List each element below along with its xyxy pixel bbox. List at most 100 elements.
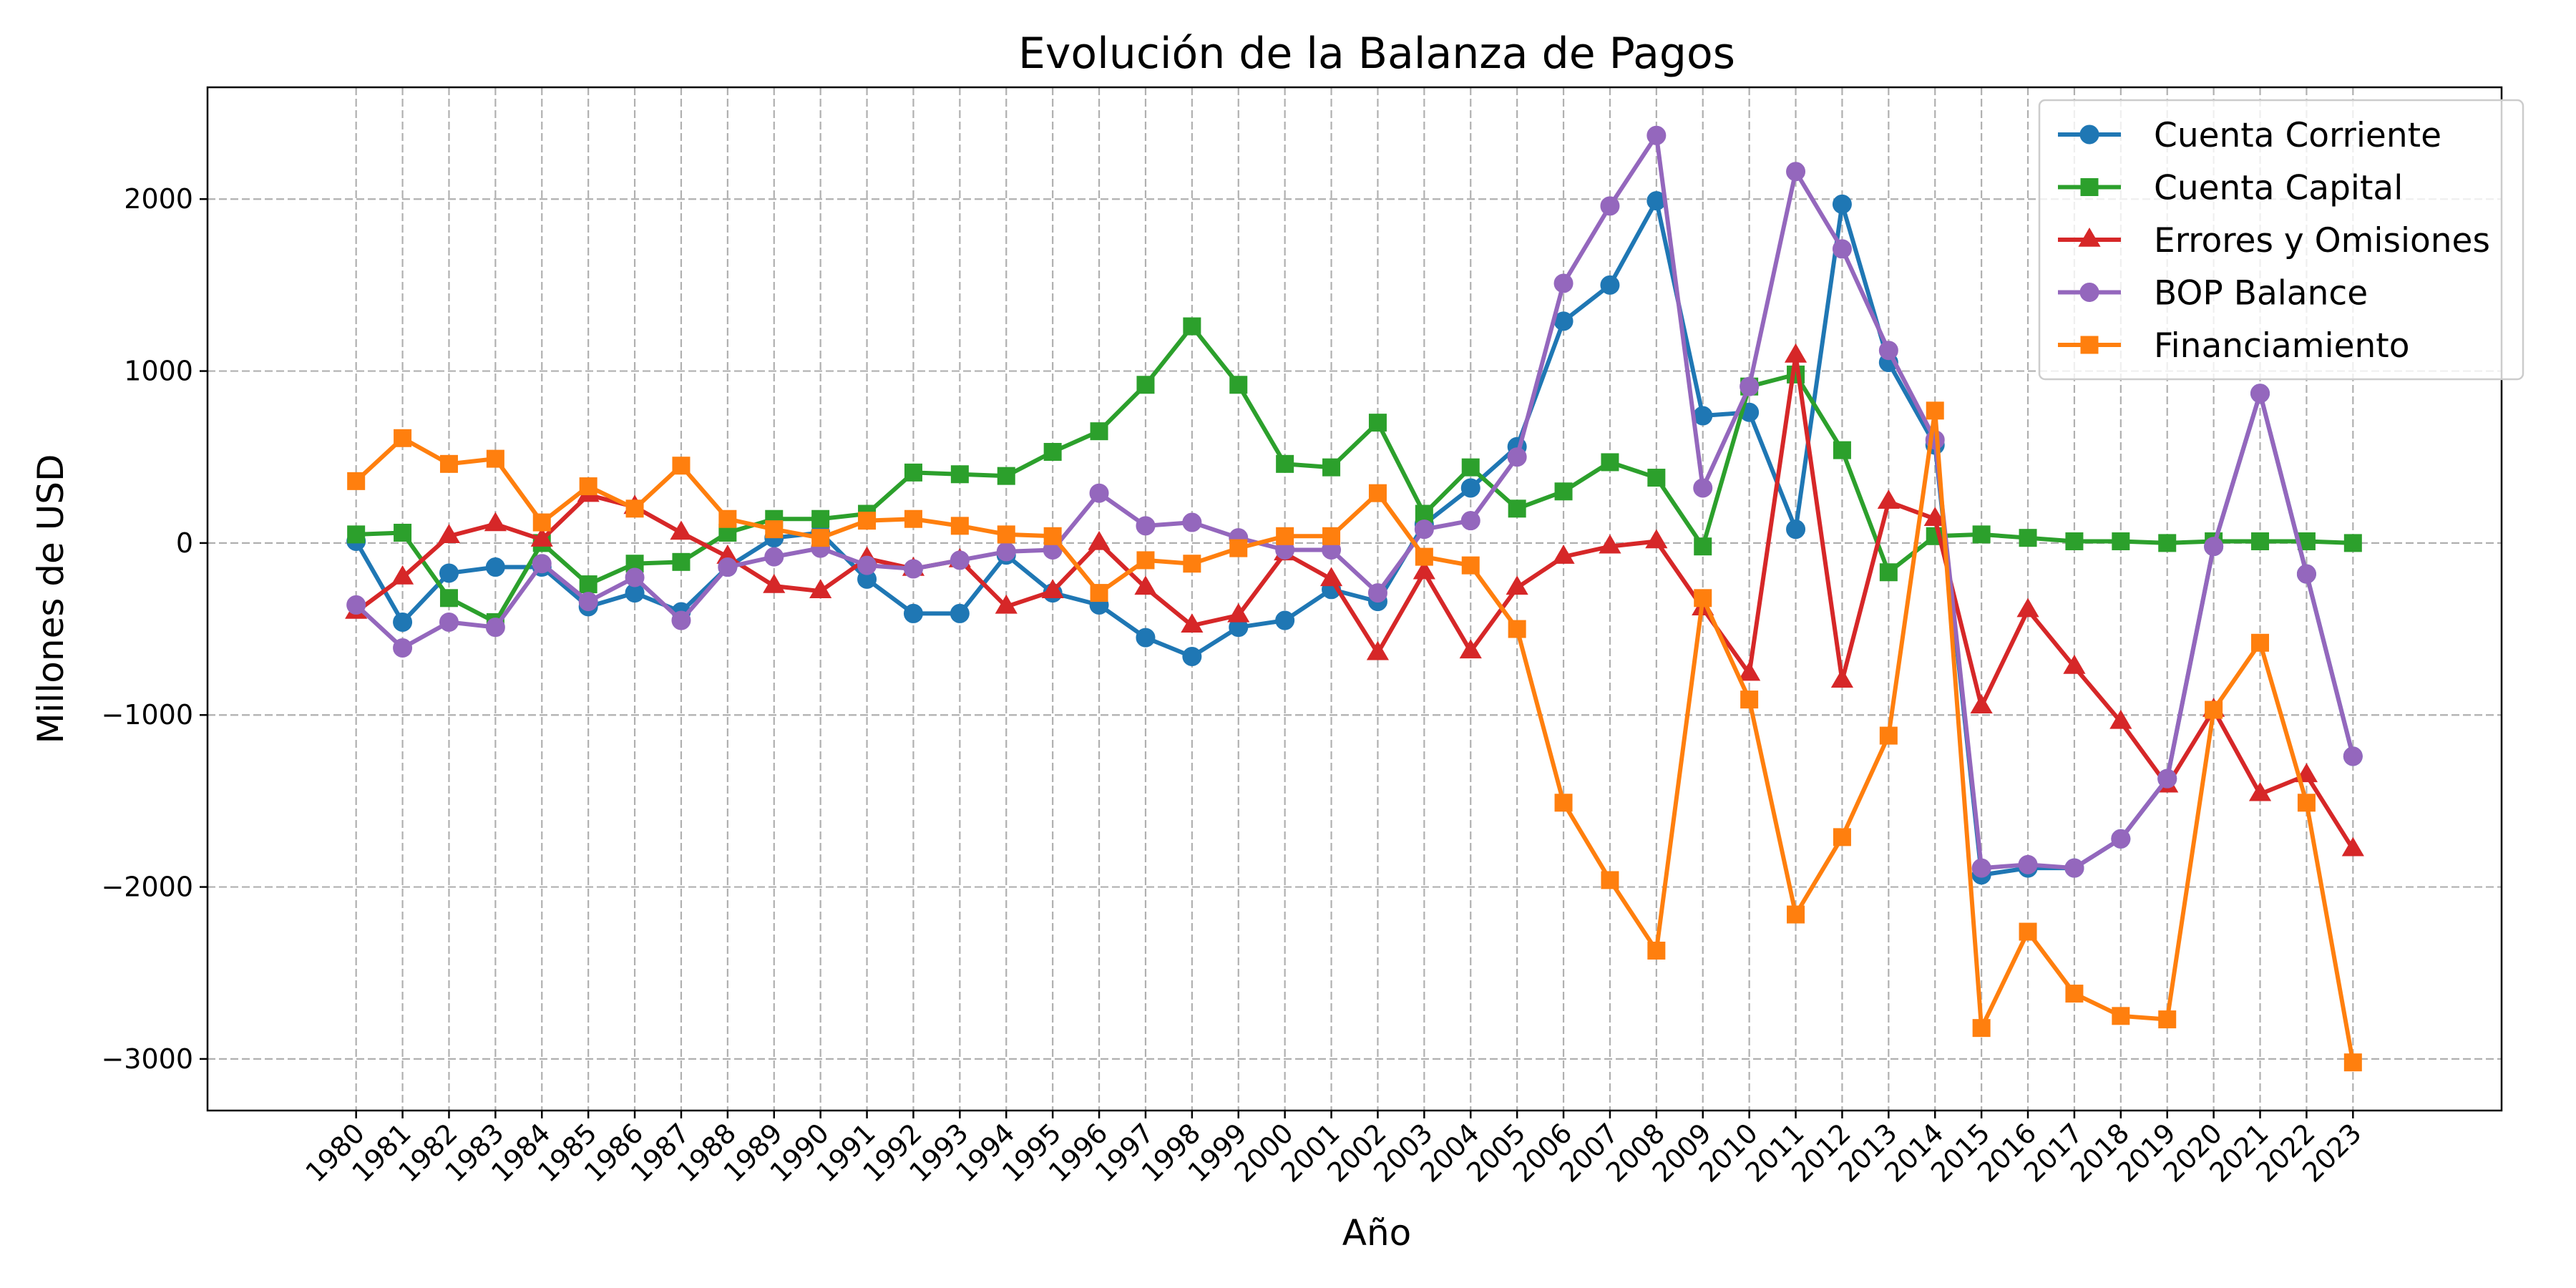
data-point [1043,443,1062,462]
legend-item: Cuenta Capital [2058,169,2403,208]
data-point [1601,871,1619,889]
data-point [1276,454,1294,473]
legend-label: Cuenta Capital [2154,169,2403,208]
data-point [1507,447,1527,467]
data-point [1183,555,1201,573]
y-tick-label: −2000 [101,872,193,903]
data-point [1041,579,1064,598]
data-point [1089,483,1109,503]
data-point [857,555,877,575]
data-point [1043,527,1062,545]
data-point [1182,512,1202,532]
data-point [1367,583,1387,603]
data-point [2296,564,2316,584]
data-point [1646,125,1667,145]
data-point [2251,532,2270,550]
data-point [1693,478,1713,498]
data-point [1229,539,1248,557]
data-point [1694,537,1712,556]
data-point [2019,922,2037,941]
data-point [2065,985,2084,1003]
data-point [1088,530,1111,550]
legend-item: Cuenta Corriente [2058,116,2441,155]
legend: Cuenta Corriente Cuenta Capital Errores y … [2038,99,2524,381]
data-point [1508,620,1526,638]
data-point [1784,343,1807,363]
data-point [486,449,504,468]
data-point [671,610,691,630]
data-point [1738,661,1761,681]
y-tick-label: 2000 [124,183,193,215]
data-point [2158,1010,2177,1029]
data-point [2063,654,2086,674]
data-point [1319,567,1343,587]
y-axis-label: Millones de USD [30,454,72,743]
data-point [485,557,505,577]
data-point [1506,575,1528,595]
data-point [437,524,461,544]
data-point [1181,613,1204,633]
data-point [996,542,1016,562]
axis-ticks [200,197,2354,1118]
data-point [763,573,786,593]
data-point [1090,422,1108,441]
data-point [1694,589,1712,608]
data-point [1322,527,1341,545]
data-point [1830,668,1854,688]
data-point [1740,691,1759,709]
data-point [1553,273,1574,293]
data-point [1227,602,1250,623]
data-point [1368,414,1387,432]
data-point [2343,534,2362,552]
data-point [2112,1007,2130,1025]
data-point [484,512,507,532]
legend-item: BOP Balance [2058,274,2368,313]
data-point [1647,469,1666,487]
data-point [1879,726,1898,745]
data-point [995,594,1018,614]
data-point [718,557,738,577]
legend-item: Errores y Omisiones [2058,221,2490,260]
data-point [1923,507,1946,527]
data-point [439,589,458,608]
data-point [532,513,551,532]
data-point [2018,854,2038,874]
data-point [439,612,459,632]
data-point [347,525,366,544]
data-point [1832,194,1852,214]
data-point [1599,534,1621,554]
data-point [1554,482,1573,501]
data-point [2064,858,2084,878]
y-axis-tick-labels: 2000 1000 0 −1000 −2000 −3000 [101,183,193,1075]
data-point [903,603,923,623]
data-point [811,529,830,547]
legend-label: BOP Balance [2154,274,2368,313]
data-point [950,550,970,570]
data-point [2157,769,2177,789]
data-point [578,592,598,612]
data-point [672,552,691,571]
data-point [1972,1019,1991,1038]
data-point [1972,525,1991,544]
data-point [2205,701,2223,719]
data-point [1368,484,1387,502]
data-point [672,457,691,475]
data-point [2343,1053,2362,1072]
data-point [2109,709,2132,729]
data-point [1971,858,1991,878]
data-point [1276,527,1294,545]
x-axis-label: Año [1342,1212,1411,1254]
data-point [1415,547,1433,566]
data-point [1600,275,1620,295]
data-point [394,523,412,542]
data-point [1459,639,1482,659]
data-point [2341,836,2364,857]
data-point [439,563,459,583]
data-point [2111,829,2131,849]
data-point [625,499,644,518]
legend-label: Financiamiento [2154,326,2409,366]
data-point [1460,511,1480,531]
data-point [485,618,505,638]
data-point [1786,519,1806,540]
data-point [1229,376,1248,394]
